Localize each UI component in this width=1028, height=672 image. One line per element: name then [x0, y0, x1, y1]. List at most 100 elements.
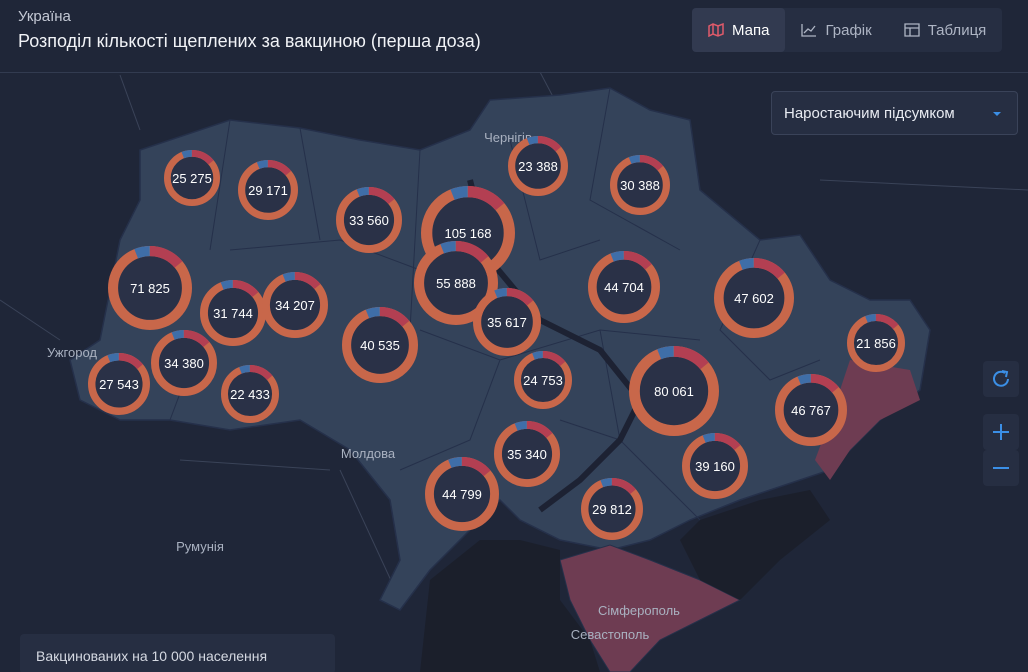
- donut-segment: [88, 352, 151, 415]
- donut-segment: [414, 240, 499, 325]
- donut-segment: [88, 352, 151, 415]
- title: Розподіл кількості щеплених за вакциною …: [18, 31, 481, 51]
- sea: [420, 490, 830, 672]
- region-value: 44 704: [604, 280, 644, 295]
- donut-segment: [425, 456, 500, 531]
- donut-hole: [269, 279, 321, 331]
- minus-icon: [993, 467, 1009, 469]
- donut-ring: [846, 314, 905, 373]
- region-value: 23 388: [518, 159, 558, 174]
- donut-segment: [775, 373, 848, 446]
- donut-ring: [580, 478, 643, 541]
- donut-hole: [433, 465, 491, 523]
- place-label: Сімферополь: [598, 603, 680, 618]
- region: Україна: [18, 8, 71, 25]
- region-value: 71 825: [130, 281, 170, 296]
- region-value: 44 799: [442, 487, 482, 502]
- donut-ring: [513, 351, 572, 410]
- donut-segment: [588, 250, 661, 323]
- donut-segment: [581, 478, 644, 541]
- donut-hole: [245, 167, 291, 213]
- donut-segment: [164, 150, 220, 206]
- place-label: Румунія: [176, 539, 224, 554]
- donut-hole: [481, 296, 533, 348]
- region-value: 22 433: [230, 387, 270, 402]
- region-value: 29 812: [592, 502, 632, 517]
- region-value: 34 207: [275, 298, 315, 313]
- donut-hole: [424, 251, 488, 315]
- zoom-in[interactable]: [983, 414, 1019, 450]
- donut-segment: [847, 314, 906, 373]
- region-value: 24 753: [523, 373, 563, 388]
- donut-segment: [335, 187, 402, 254]
- donut-segment: [238, 159, 299, 220]
- crimea: [559, 544, 742, 672]
- donut-hole: [501, 428, 553, 480]
- donut-segment: [221, 365, 280, 424]
- donut-hole: [227, 371, 273, 417]
- legend-label: Вакцинованих на 10 000 населення: [36, 648, 268, 664]
- tab-label: Мапа: [732, 21, 770, 39]
- donut-segment: [588, 250, 661, 323]
- region-value: 40 535: [360, 338, 400, 353]
- dropdown-label: Наростаючим підсумком: [784, 104, 955, 122]
- tab[interactable]: Графік: [785, 8, 887, 52]
- region-value: 35 340: [507, 447, 547, 462]
- donut-segment: [199, 280, 266, 347]
- donut-segment: [581, 478, 644, 541]
- neighbour-borders: [0, 71, 1028, 601]
- donut-hole: [170, 156, 214, 200]
- donut-segment: [628, 345, 719, 436]
- region-value: 27 543: [99, 377, 139, 392]
- donut-segment: [164, 150, 220, 206]
- donut-segment: [108, 246, 193, 330]
- dropdown[interactable]: Наростаючим підсумком: [771, 91, 1018, 135]
- donut-segment: [681, 432, 748, 499]
- donut-hole: [689, 440, 741, 492]
- donut-segment: [238, 159, 299, 220]
- donut-segment: [261, 272, 328, 339]
- donut-segment: [775, 373, 848, 446]
- legend: Вакцинованих на 10 000 населення: [20, 634, 335, 672]
- donut-segment: [425, 456, 500, 531]
- region-value: 29 171: [248, 183, 288, 198]
- donut-segment: [713, 258, 794, 339]
- region-value: 80 061: [654, 384, 694, 399]
- donut-ring: [609, 155, 670, 216]
- donut-segment: [335, 187, 402, 254]
- donut-segment: [514, 351, 573, 410]
- map-icon: [708, 23, 724, 37]
- donut-hole: [158, 337, 210, 389]
- donut-hole: [783, 382, 839, 438]
- tab[interactable]: Таблиця: [888, 8, 1003, 52]
- donut-segment: [610, 155, 671, 216]
- zoom-out[interactable]: [983, 450, 1019, 486]
- donut-hole: [351, 316, 409, 374]
- donut-hole: [723, 267, 785, 329]
- tab-label: Графік: [825, 21, 872, 39]
- donut-hole: [588, 485, 636, 533]
- refresh-icon: [993, 370, 1009, 387]
- donut-segment: [420, 185, 515, 280]
- region-value: 21 856: [856, 336, 896, 351]
- donut-segment: [681, 432, 748, 499]
- region-value: 46 767: [791, 403, 831, 418]
- donut-segment: [847, 314, 906, 373]
- region-value: 47 602: [734, 291, 774, 306]
- region-value: 35 617: [487, 315, 527, 330]
- donut-segment: [199, 280, 266, 347]
- region-value: 33 560: [349, 213, 389, 228]
- region-value: 55 888: [436, 276, 476, 291]
- donut-segment: [628, 345, 719, 436]
- tab[interactable]: Мапа: [692, 8, 786, 52]
- donut-segment: [472, 288, 541, 357]
- donut-segment: [414, 240, 499, 325]
- header: Україна Розподіл кількості щеплених за в…: [0, 0, 1028, 73]
- dnipro: [467, 179, 644, 513]
- plus-icon: [993, 424, 1009, 440]
- donut-hole: [95, 360, 143, 408]
- refresh-button[interactable]: [983, 361, 1019, 397]
- occupied-east: [815, 360, 920, 480]
